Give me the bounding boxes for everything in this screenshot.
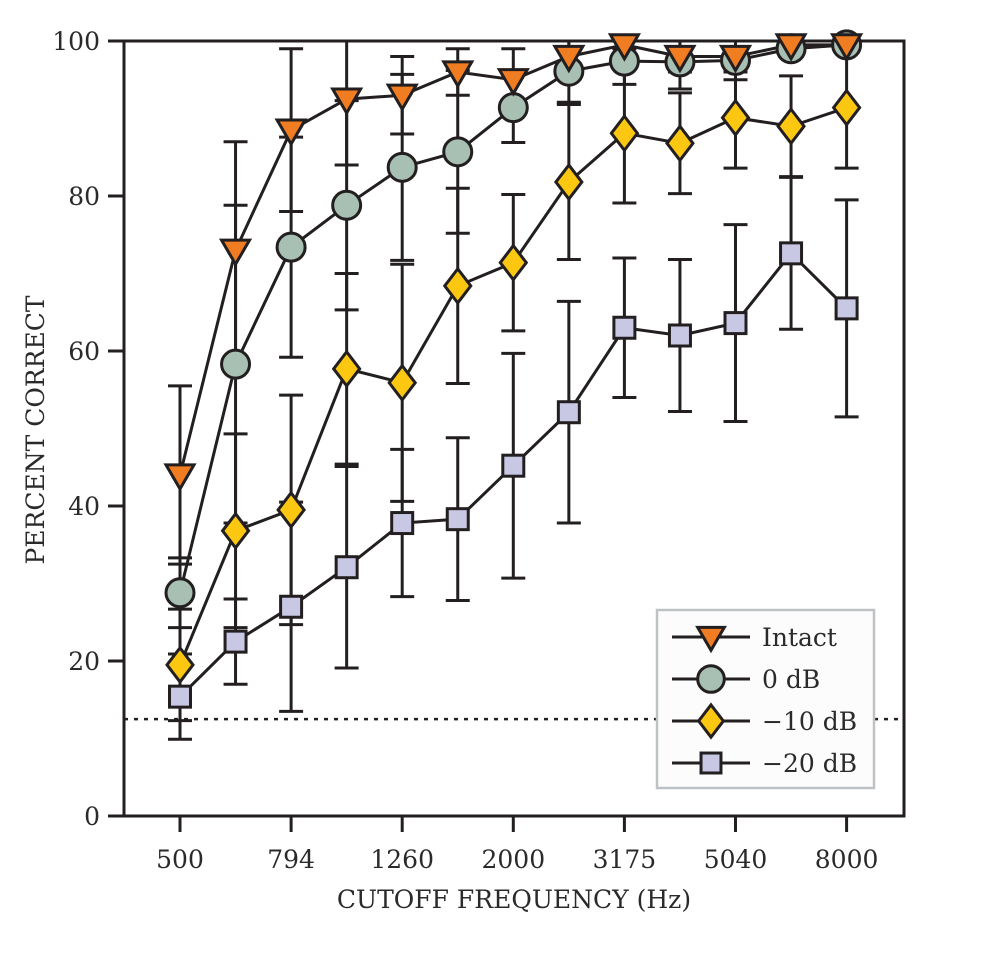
data-point-0-db <box>164 577 196 609</box>
legend-label: −20 dB <box>762 749 857 778</box>
y-tick-label: 40 <box>68 492 100 521</box>
legend-label: Intact <box>762 623 837 652</box>
x-tick-label: 2000 <box>481 845 545 874</box>
x-tick-label: 1260 <box>370 845 434 874</box>
data-point-10-db <box>776 106 806 146</box>
legend-entry: Intact <box>672 623 837 654</box>
x-tick-label: 3175 <box>593 845 657 874</box>
data-point-intact <box>274 118 308 148</box>
data-point-0-db <box>331 189 363 221</box>
data-point-20-db <box>334 555 359 580</box>
data-point-intact <box>774 33 808 62</box>
data-point-0-db <box>275 231 307 263</box>
axes-layer: 0 20 40 60 80 100 500 794 1260 2000 3175 5040 8000 <box>52 27 878 874</box>
data-point-0-db <box>442 136 474 168</box>
data-point-intact <box>218 238 253 268</box>
legend: Intact 0 dB −10 dB −20 dB <box>655 608 876 790</box>
data-point-intact <box>330 87 364 117</box>
legend-label: 0 dB <box>762 665 820 694</box>
data-point-intact <box>829 33 864 62</box>
data-point-20-db <box>390 511 415 536</box>
legend-marker-icon <box>696 664 726 694</box>
data-point-20-db <box>501 453 526 478</box>
y-axis-title: PERCENT CORRECT <box>21 295 50 564</box>
data-point-10-db <box>165 645 195 685</box>
data-point-10-db <box>553 162 584 202</box>
legend-entry: −10 dB <box>672 702 857 740</box>
x-tick-label: 5040 <box>704 845 768 874</box>
data-point-0-db <box>497 92 529 124</box>
data-point-10-db <box>276 490 306 530</box>
x-axis-title: CUTOFF FREQUENCY (Hz) <box>337 885 691 914</box>
data-point-10-db <box>442 266 473 306</box>
data-point-20-db <box>779 241 804 266</box>
data-point-20-db <box>556 400 581 425</box>
data-point-10-db <box>331 349 362 389</box>
data-point-0-db <box>220 348 252 380</box>
data-point-intact <box>552 44 586 74</box>
data-point-20-db <box>723 311 748 336</box>
data-point-intact <box>718 44 753 74</box>
legend-entry: −20 dB <box>672 749 857 778</box>
data-point-20-db <box>667 323 692 348</box>
legend-entry: 0 dB <box>672 664 820 694</box>
data-point-10-db <box>387 363 418 403</box>
data-point-0-db <box>386 151 418 183</box>
legend-marker-icon <box>696 702 726 740</box>
data-point-intact <box>163 463 197 492</box>
x-tick-label: 500 <box>156 845 204 874</box>
series-markers <box>163 29 864 709</box>
series-layer <box>163 29 864 741</box>
data-point-intact <box>663 44 697 74</box>
data-point-10-db <box>831 88 862 128</box>
y-tick-label: 0 <box>84 802 100 831</box>
data-point-10-db <box>720 98 751 138</box>
data-point-10-db <box>220 511 251 551</box>
data-point-10-db <box>665 123 695 163</box>
y-tick-label: 60 <box>68 337 100 366</box>
data-point-20-db <box>612 315 637 340</box>
x-tick-label: 794 <box>267 845 315 874</box>
data-point-20-db <box>445 507 470 532</box>
legend-label: −10 dB <box>762 707 857 736</box>
data-point-10-db <box>609 113 640 153</box>
y-tick-label: 20 <box>68 647 100 676</box>
data-point-20-db <box>223 629 248 654</box>
data-point-20-db <box>168 684 192 709</box>
data-point-20-db <box>279 594 304 619</box>
legend-marker-icon <box>699 751 723 775</box>
data-point-intact <box>607 33 642 62</box>
legend-marker-icon <box>695 625 727 654</box>
data-point-intact <box>441 60 475 89</box>
x-tick-label: 8000 <box>815 845 879 874</box>
y-tick-label: 80 <box>68 182 100 211</box>
y-tick-label: 100 <box>52 27 100 56</box>
data-point-intact <box>496 68 530 97</box>
data-point-20-db <box>834 296 859 321</box>
legend-box <box>655 608 876 790</box>
data-point-intact <box>385 83 419 113</box>
data-point-10-db <box>498 243 529 283</box>
